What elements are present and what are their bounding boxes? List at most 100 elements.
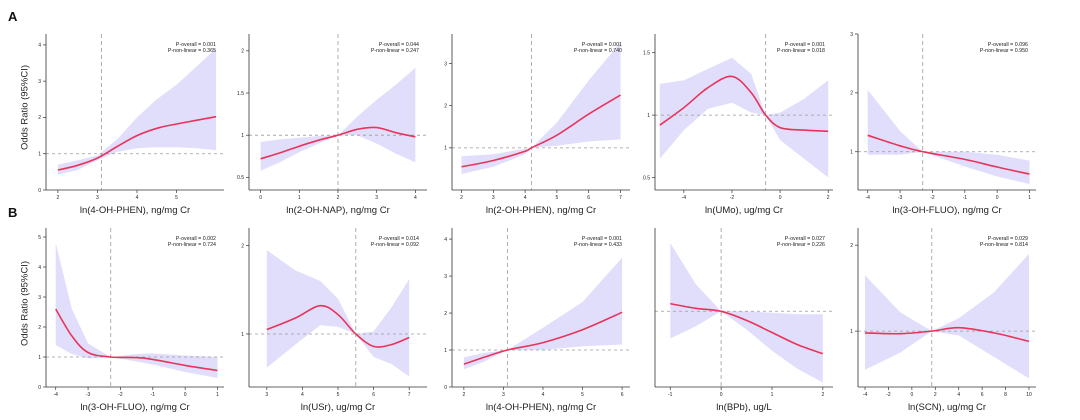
p-nonlinear-label: P-non-linear = 0.724	[168, 242, 216, 248]
p-nonlinear-label: P-non-linear = 0.433	[574, 242, 622, 248]
x-axis-title: ln(3-OH-FLUO), ng/mg Cr	[80, 402, 189, 413]
y-tick-label: 2	[241, 49, 244, 55]
odds-ratio-curve	[57, 115, 217, 171]
y-tick-label: 2	[241, 243, 244, 249]
y-tick-label: 3	[38, 295, 41, 301]
p-overall-label: P-overall = 0.001	[176, 42, 216, 48]
x-tick-label: -2	[118, 392, 123, 398]
panel-a5: 1 2 3 -4 -3 -2 -1 0 1 P-overall = 0.096P-non-line…	[850, 32, 1036, 216]
p-nonlinear-label: P-non-linear = 0.950	[980, 48, 1028, 54]
p-nonlinear-label: P-non-linear = 0.740	[574, 48, 622, 54]
p-nonlinear-label: P-non-linear = 0.365	[168, 48, 216, 54]
confidence-band	[57, 48, 217, 175]
x-tick-label: 0	[996, 195, 999, 201]
x-tick-label: 2	[337, 195, 340, 201]
p-overall-label: P-overall = 0.001	[582, 236, 622, 242]
x-tick-label: 2	[460, 195, 463, 201]
y-tick-label: 1.5	[237, 91, 244, 97]
panel-b3: 0 1 2 3 4 2 3 4 5 6 P-overall = 0.001P-non-linear …	[444, 228, 630, 413]
odds-ratio-curve	[55, 308, 218, 372]
y-tick-label: 2	[38, 115, 41, 121]
confidence-band	[461, 42, 621, 175]
x-tick-label: 5	[175, 195, 178, 201]
p-overall-label: P-overall = 0.029	[988, 236, 1028, 242]
x-tick-label: 2	[827, 195, 830, 201]
x-tick-label: -4	[865, 195, 870, 201]
row-label-a: A	[8, 9, 18, 24]
y-tick-label: 1	[850, 329, 853, 335]
y-tick-label: 4	[38, 265, 41, 271]
p-nonlinear-label: P-non-linear = 0.018	[777, 48, 825, 54]
y-tick-label: 3	[850, 32, 853, 38]
p-overall-label: P-overall = 0.014	[379, 236, 419, 242]
x-tick-label: 0	[910, 392, 913, 398]
confidence-band	[260, 67, 416, 171]
p-overall-label: P-overall = 0.002	[176, 236, 216, 242]
odds-ratio-curve	[864, 326, 1030, 343]
y-tick-label: 0	[444, 385, 447, 391]
confidence-band	[659, 57, 829, 178]
x-tick-label: 8	[1004, 392, 1007, 398]
x-axis-title: ln(3-OH-FLUO), ng/mg Cr	[892, 205, 1001, 216]
x-axis-title: ln(BPb), ug/L	[716, 402, 771, 413]
x-tick-label: 4	[414, 195, 417, 201]
confidence-band	[670, 243, 823, 383]
odds-ratio-curve	[463, 311, 623, 365]
x-tick-label: -4	[53, 392, 58, 398]
y-tick-label: 2	[850, 243, 853, 249]
x-tick-label: -1	[668, 392, 673, 398]
p-nonlinear-label: P-non-linear = 0.226	[777, 242, 825, 248]
confidence-band	[55, 243, 218, 378]
p-nonlinear-label: P-non-linear = 0.247	[371, 48, 419, 54]
x-tick-label: 2	[821, 392, 824, 398]
p-overall-label: P-overall = 0.096	[988, 42, 1028, 48]
panel-b1: 0 1 2 3 4 5 -4 -3 -2 -1 0 1 P-overall = 0.002P-non-l…	[38, 228, 224, 413]
x-tick-label: 6	[621, 392, 624, 398]
x-tick-label: 6	[587, 195, 590, 201]
y-tick-label: 4	[38, 43, 41, 49]
x-tick-label: -2	[730, 195, 735, 201]
x-axis-title: ln(2-OH-NAP), ng/mg Cr	[286, 205, 389, 216]
x-axis-title: ln(4-OH-PHEN), ng/mg Cr	[486, 402, 596, 413]
y-tick-label: 3	[38, 79, 41, 85]
y-tick-label: 1	[241, 133, 244, 139]
x-tick-label: 0	[720, 392, 723, 398]
panel-b5: 1 2 -4 -2 0 2 4 6 8 10 P-overall = 0.029P-non-line…	[850, 228, 1036, 413]
p-overall-label: P-overall = 0.001	[785, 42, 825, 48]
y-tick-label: 0.5	[643, 175, 650, 181]
x-tick-label: 2	[462, 392, 465, 398]
x-tick-label: -3	[898, 195, 903, 201]
x-tick-label: 1	[1028, 195, 1031, 201]
y-tick-label: 4	[444, 237, 447, 243]
x-tick-label: 2	[934, 392, 937, 398]
y-tick-label: 2	[444, 311, 447, 317]
y-tick-label: 1.5	[643, 51, 650, 57]
x-tick-label: 3	[375, 195, 378, 201]
x-tick-label: 1	[298, 195, 301, 201]
confidence-band	[867, 89, 1030, 185]
x-tick-label: 1	[216, 392, 219, 398]
x-tick-label: 0	[259, 195, 262, 201]
x-tick-label: -1	[151, 392, 156, 398]
p-nonlinear-label: P-non-linear = 0.814	[980, 242, 1028, 248]
y-tick-label: 2	[38, 325, 41, 331]
x-tick-label: 3	[96, 195, 99, 201]
x-tick-label: 5	[581, 392, 584, 398]
confidence-band	[865, 253, 1029, 379]
confidence-band	[463, 257, 623, 370]
odds-ratio-curve	[670, 302, 824, 355]
x-tick-label: 7	[408, 392, 411, 398]
x-axis-title: ln(2-OH-PHEN), ng/mg Cr	[486, 205, 596, 216]
y-tick-label: 5	[38, 235, 41, 241]
odds-ratio-curve	[867, 134, 1030, 175]
y-tick-label: 1	[38, 355, 41, 361]
panel-a2: 0.5 1 1.5 2 0 1 2 3 4 P-overall = 0.044P-non-line…	[237, 34, 427, 216]
x-tick-label: 0	[779, 195, 782, 201]
y-tick-label: 0	[38, 188, 41, 194]
x-tick-label: 4	[524, 195, 527, 201]
odds-ratio-curve	[266, 304, 410, 348]
